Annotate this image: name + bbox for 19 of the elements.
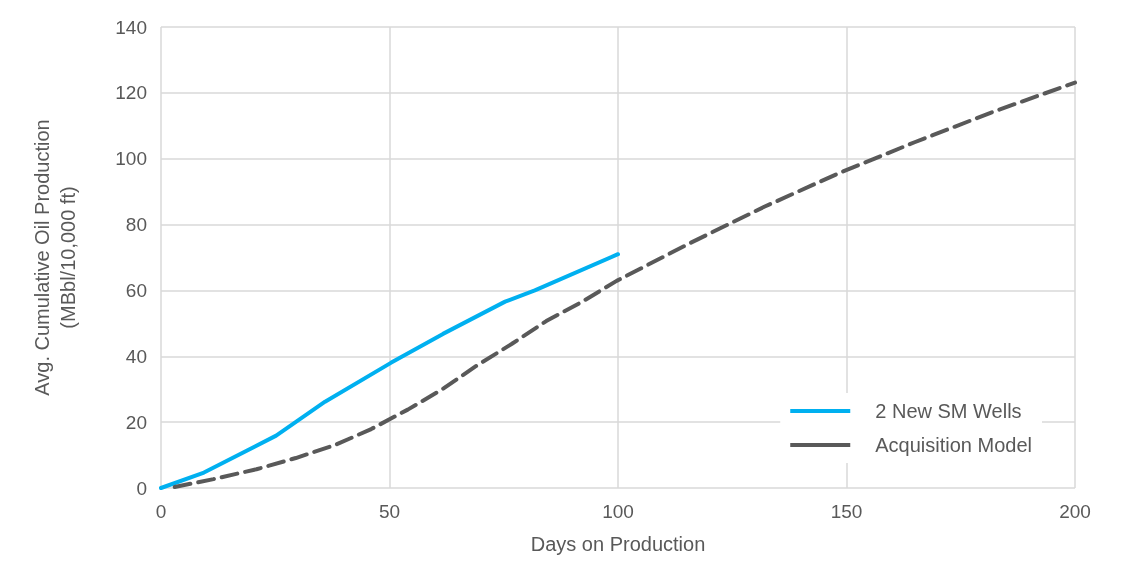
x-tick-label: 50: [378, 501, 401, 522]
x-tick-label: 200: [1059, 501, 1091, 522]
legend-label: 2 New SM Wells: [875, 400, 1022, 422]
y-axis-title: Avg. Cumulative Oil Production (MBbl/10,000 ft): [31, 119, 79, 396]
line-series: [159, 252, 620, 490]
y-tick-label: 100: [115, 148, 147, 170]
y-tick-label: 40: [125, 345, 147, 367]
y-tick-label: 0: [136, 477, 147, 499]
y-tick-label: 20: [125, 411, 147, 433]
line-series: [172, 80, 1077, 490]
legend-label: Acquisition Model: [875, 434, 1032, 456]
x-tick-label: 0: [155, 501, 167, 522]
x-tick-label: 100: [602, 501, 634, 522]
y-tick-label: 60: [125, 279, 147, 301]
y-tick-label: 120: [115, 82, 147, 104]
x-tick-label: 150: [830, 501, 863, 522]
y-tick-label: 80: [125, 214, 147, 236]
y-tick-label: 140: [115, 16, 147, 38]
x-axis-title: Days on Production: [530, 533, 706, 555]
